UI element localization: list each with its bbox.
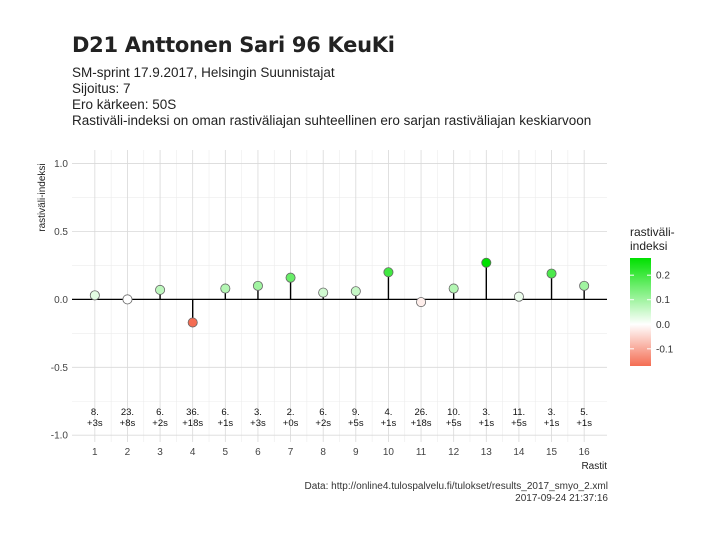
marks-layer [89,257,590,328]
legend-colorbar [630,258,651,366]
point-control-12 [448,283,459,294]
diff-label-2: +8s [120,418,136,429]
x-tick-label: 15 [546,447,558,458]
legend-title-line: rastiväli- [630,225,675,239]
point-control-9 [350,286,361,297]
diff-label-9: +5s [348,418,364,429]
legend-title-line: indeksi [630,239,667,253]
chart-title: D21 Anttonen Sari 96 KeuKi [72,33,395,57]
diff-label-1: +3s [87,418,103,429]
rank-label-2: 23. [121,407,134,418]
subtitle-index-description: Rastiväli-indeksi on oman rastiväliajan … [72,113,592,128]
x-tick-label: 6 [255,447,261,458]
point-control-8 [318,287,329,298]
rank-label-14: 11. [513,407,526,418]
diff-label-16: +1s [576,418,592,429]
y-tick-label: 0.5 [54,227,68,238]
subtitle-placement: Sijoitus: 7 [72,81,131,96]
diff-label-6: +3s [250,418,266,429]
rank-label-13: 3. [482,407,490,418]
x-tick-label: 7 [288,447,294,458]
x-tick-label: 8 [320,447,326,458]
point-control-10 [383,267,394,278]
point-control-2 [122,294,133,305]
y-tick-label: 0.0 [54,295,68,306]
legend-tick-label: 0.2 [656,271,670,282]
subtitle-gap-to-leader: Ero kärkeen: 50S [72,97,177,112]
legend-tick-label: -0.1 [656,344,674,355]
rank-label-9: 9. [352,407,360,418]
legend-tick-label: 0.1 [656,295,670,306]
x-tick-label: 12 [448,447,460,458]
point-control-13 [481,257,492,268]
x-tick-label: 10 [383,447,395,458]
point-control-3 [155,284,166,295]
x-tick-label: 11 [416,447,427,458]
rank-label-1: 8. [91,407,99,418]
point-control-1 [89,290,100,301]
point-control-14 [513,291,524,302]
rank-label-12: 10. [447,407,460,418]
rank-label-3: 6. [156,407,164,418]
rank-label-7: 2. [287,407,295,418]
diff-label-15: +1s [544,418,560,429]
point-control-7 [285,272,296,283]
y-tick-label: -1.0 [51,431,69,442]
x-tick-label: 1 [92,447,98,458]
diff-label-12: +5s [446,418,462,429]
rank-label-11: 26. [414,407,427,418]
legend-tick-label: 0.0 [656,320,670,331]
point-control-16 [579,280,590,291]
diff-label-3: +2s [152,418,168,429]
diff-label-10: +1s [381,418,397,429]
x-tick-label: 9 [353,447,359,458]
y-tick-label: 1.0 [54,159,68,170]
diff-label-7: +0s [283,418,299,429]
data-labels-layer: 8.+3s23.+8s6.+2s36.+18s6.+1s3.+3s2.+0s6.… [87,407,592,429]
color-legend: rastiväli-indeksi 0.2 0.1 0.0 -0.1 [630,225,675,366]
timestamp-caption: 2017-09-24 21:37:16 [515,493,608,504]
x-tick-label: 4 [190,447,196,458]
rank-label-5: 6. [221,407,229,418]
y-tick-label: -0.5 [51,363,69,374]
diff-label-13: +1s [479,418,495,429]
x-tick-label: 3 [157,447,163,458]
y-axis-title: rastiväli-indeksi [37,163,48,231]
x-tick-label: 14 [513,447,525,458]
rank-label-15: 3. [548,407,556,418]
rank-label-10: 4. [384,407,392,418]
x-tick-label: 16 [579,447,591,458]
point-control-6 [252,280,263,291]
rank-label-6: 3. [254,407,262,418]
diff-label-14: +5s [511,418,527,429]
diff-label-8: +2s [315,418,331,429]
rank-label-4: 36. [186,407,199,418]
rank-label-8: 6. [319,407,327,418]
point-control-11 [416,297,427,308]
grid-layer [72,150,607,442]
x-tick-label: 5 [223,447,229,458]
rank-label-16: 5. [580,407,588,418]
x-axis-title: Rastit [581,461,607,472]
point-control-4 [187,317,198,328]
point-control-15 [546,268,557,279]
x-tick-label: 13 [481,447,493,458]
subtitle-event: SM-sprint 17.9.2017, Helsingin Suunnista… [72,65,335,80]
x-tick-label: 2 [125,447,131,458]
point-control-5 [220,283,231,294]
diff-label-5: +1s [218,418,234,429]
diff-label-4: +18s [182,418,203,429]
data-source-caption: Data: http://online4.tulospalvelu.fi/tul… [304,481,608,492]
diff-label-11: +18s [411,418,432,429]
